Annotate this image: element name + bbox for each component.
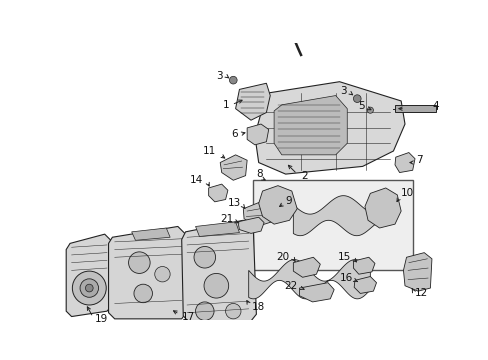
Text: 11: 11: [203, 146, 216, 156]
Text: 2: 2: [301, 171, 307, 181]
Circle shape: [203, 274, 228, 298]
Polygon shape: [243, 201, 274, 226]
Polygon shape: [258, 186, 297, 224]
Polygon shape: [274, 95, 346, 155]
Circle shape: [366, 107, 373, 113]
Circle shape: [85, 284, 93, 292]
Polygon shape: [182, 220, 256, 322]
Circle shape: [194, 247, 215, 268]
Polygon shape: [195, 222, 239, 237]
Polygon shape: [238, 217, 264, 233]
Circle shape: [195, 302, 214, 320]
Polygon shape: [293, 257, 320, 277]
Text: 18: 18: [251, 302, 264, 311]
Text: 12: 12: [414, 288, 427, 298]
Text: 16: 16: [339, 273, 352, 283]
Circle shape: [80, 279, 99, 297]
Text: 19: 19: [95, 314, 108, 324]
Text: 10: 10: [400, 188, 413, 198]
Polygon shape: [246, 124, 268, 145]
Circle shape: [154, 266, 170, 282]
Text: 1: 1: [223, 100, 229, 110]
Text: 8: 8: [256, 169, 263, 179]
Polygon shape: [293, 196, 393, 236]
Polygon shape: [220, 155, 246, 180]
Circle shape: [229, 76, 237, 84]
Text: 9: 9: [285, 196, 292, 206]
Text: 17: 17: [182, 311, 195, 321]
Polygon shape: [108, 226, 187, 319]
Bar: [252, 180, 412, 270]
Polygon shape: [394, 153, 414, 172]
Polygon shape: [131, 228, 170, 240]
Circle shape: [353, 95, 360, 103]
Polygon shape: [403, 253, 431, 291]
Polygon shape: [364, 188, 400, 228]
Polygon shape: [394, 105, 435, 112]
Text: 15: 15: [337, 252, 350, 262]
Polygon shape: [353, 257, 374, 274]
Text: 21: 21: [220, 214, 233, 224]
Polygon shape: [353, 276, 376, 293]
Polygon shape: [66, 234, 112, 316]
Text: 6: 6: [231, 129, 238, 139]
Circle shape: [128, 252, 150, 274]
Text: 4: 4: [431, 101, 438, 111]
Polygon shape: [248, 260, 369, 299]
Text: 3: 3: [340, 86, 346, 96]
Circle shape: [134, 284, 152, 303]
Text: 7: 7: [416, 155, 422, 165]
Text: 5: 5: [358, 101, 364, 111]
Circle shape: [72, 271, 106, 305]
Circle shape: [225, 303, 241, 319]
Text: 22: 22: [284, 281, 297, 291]
Polygon shape: [208, 184, 227, 202]
Text: 14: 14: [190, 175, 203, 185]
Text: 3: 3: [215, 71, 222, 81]
Text: 20: 20: [276, 252, 289, 262]
Text: 13: 13: [227, 198, 241, 208]
Polygon shape: [254, 82, 404, 174]
Polygon shape: [235, 83, 270, 120]
Polygon shape: [299, 283, 333, 302]
